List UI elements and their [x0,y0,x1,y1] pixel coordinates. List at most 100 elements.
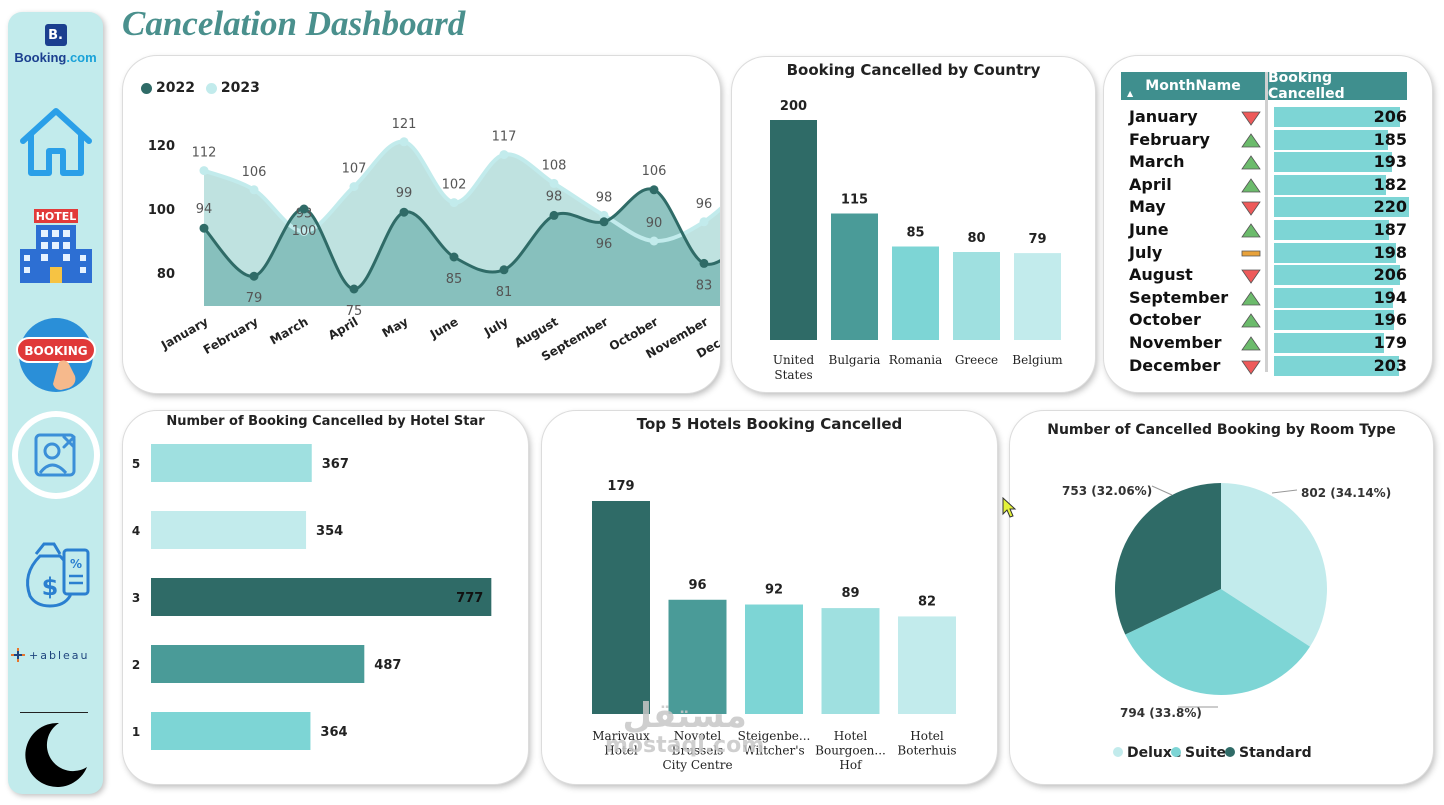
data-label-2022: 75 [346,304,363,319]
country-category-label: United [773,353,815,367]
legend-label-standard: Standard [1239,745,1312,761]
point-2022 [299,204,309,214]
country-value-label: 200 [780,99,807,114]
table-row[interactable]: September 194 [1121,287,1411,309]
hotel-bar [745,604,803,714]
x-tick-label: May [380,314,411,340]
cancel-databar [1274,220,1389,240]
legend-label-suite: Suite [1185,745,1226,761]
pie-slice-suite [1125,589,1310,695]
booking-cancelled-cell: 196 [1373,310,1407,330]
hotel-category-label: Marivaux [592,729,650,743]
table-row[interactable]: April 182 [1121,174,1411,196]
svg-text:$: $ [41,573,58,601]
money-bag-icon[interactable]: $ % [8,527,103,617]
point-2022 [549,210,559,220]
data-label-2023: 106 [242,165,267,180]
point-2022 [399,207,409,217]
booking-cancelled-cell: 193 [1373,152,1407,172]
legend-dot-suite [1171,747,1181,757]
watermark-latin: mostaql.com [605,733,765,758]
col-monthname-header[interactable]: MonthName ▲ [1121,72,1265,100]
area-2022 [204,188,720,306]
booking-button-icon[interactable]: BOOKING [8,307,103,402]
table-row[interactable]: February 185 [1121,129,1411,151]
watermark: مستقل mostaql.com [605,698,764,758]
country-category-label: Bulgaria [829,353,881,367]
point-2022 [499,265,509,275]
hotel-bar [592,500,650,714]
table-row[interactable]: October 196 [1121,309,1411,331]
moon-icon[interactable] [8,720,103,792]
trend-up-icon [1241,223,1261,238]
tableau-icon[interactable]: +ableau [8,640,103,670]
hotel-value-label: 89 [841,586,859,601]
booking-logo[interactable]: B. Booking.com [14,20,97,82]
line-legend: 2022 2023 [141,80,260,96]
point-2023 [499,150,509,160]
sidebar: B. Booking.com HOTEL [8,12,103,794]
logo-text: Booking.com [14,50,97,65]
data-label-2022: 81 [496,285,513,300]
legend-dot-standard [1225,747,1235,757]
point-2023 [699,217,709,227]
data-label-2023: 90 [646,216,663,231]
home-icon[interactable] [8,92,103,192]
country-chart-title: Booking Cancelled by Country [786,61,1041,79]
point-2023 [299,226,309,236]
hotel-sign: HOTEL [35,210,76,223]
month-table: MonthName ▲ Booking Cancelled January 206… [1121,70,1411,376]
table-row[interactable]: May 220 [1121,196,1411,218]
point-2023 [549,178,559,188]
hotel-category-label: City Centre [662,758,732,772]
point-2023 [449,198,459,208]
table-row[interactable]: June 187 [1121,219,1411,241]
hotel-icon[interactable]: HOTEL [8,202,103,292]
country-value-label: 115 [841,193,868,208]
cancel-databar [1274,310,1395,331]
point-2023 [249,185,259,195]
point-2022 [599,217,609,227]
month-name-cell: January [1129,107,1198,126]
star-bar [151,444,312,482]
hotel-category-label: Hof [839,758,863,772]
tableau-text: +ableau [29,649,89,662]
booking-cancelled-cell: 203 [1373,355,1407,375]
table-row[interactable]: August 206 [1121,264,1411,286]
booking-cancelled-cell: 185 [1373,129,1407,149]
table-row[interactable]: March 193 [1121,151,1411,173]
star-category-label: 1 [132,725,140,739]
data-label-2023: 102 [442,178,467,193]
point-2023 [599,210,609,220]
room-chart: 802 (34.14%) 794 (33.8%) 753 (32.06%) Delux… [1062,482,1391,761]
star-bar [151,578,492,616]
trend-up-icon [1241,313,1261,328]
table-row[interactable]: December 203 [1121,355,1411,377]
cancel-databar [1274,265,1401,286]
room-chart-title: Number of Cancelled Booking by Room Type [1047,422,1396,438]
hotel-category-label: Wiltcher's [743,744,804,758]
month-name-cell: March [1129,152,1185,172]
point-2022 [449,252,459,262]
trend-down-icon [1241,269,1261,284]
x-tick-label: March [267,314,310,347]
cancelled-user-icon[interactable] [8,410,103,500]
table-row[interactable]: January 206 [1121,106,1411,128]
legend-2022-dot [141,82,152,94]
data-label-2023: 96 [696,197,713,212]
booking-cancelled-cell: 220 [1373,197,1407,217]
cancel-databar [1274,174,1386,195]
pie-slice-standard [1115,482,1221,635]
table-row[interactable]: July 198 [1121,242,1411,264]
table-row[interactable]: November 179 [1121,332,1411,354]
country-bar [831,213,878,340]
col-booking-cancelled-header[interactable]: Booking Cancelled [1268,70,1407,102]
cancel-databar [1274,197,1409,218]
star-value-label: 487 [374,658,401,673]
month-name-cell: October [1129,310,1201,330]
hotel-bar [821,608,880,714]
star-chart: 5 367 4 354 3 777 2 487 1 364 [132,444,492,750]
country-category-label: Romania [889,353,943,367]
star-bar [151,511,307,549]
